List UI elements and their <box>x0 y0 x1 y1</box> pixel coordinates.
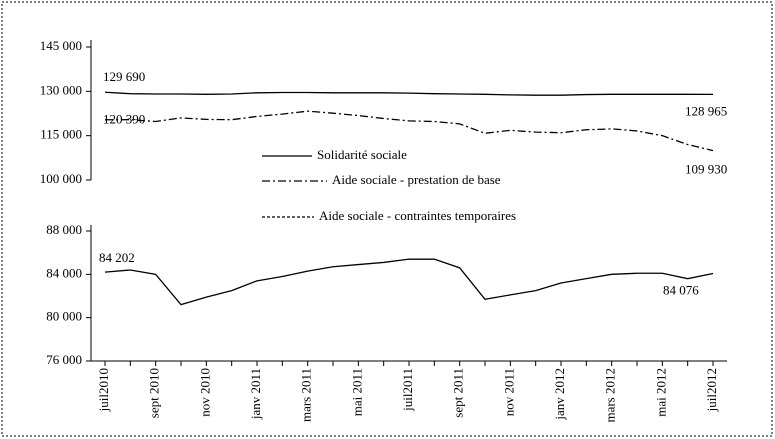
value-label: 129 690 <box>103 69 145 84</box>
value-label: 109 930 <box>685 162 727 177</box>
x-tick-label: juil2011 <box>400 368 415 412</box>
y-tick-label: 88 000 <box>46 222 82 237</box>
x-tick-label: sept 2011 <box>451 368 466 418</box>
x-tick-label: mai 2011 <box>349 368 364 416</box>
y-tick-label: 100 000 <box>40 171 82 186</box>
legend-label: Solidarité sociale <box>317 147 407 162</box>
x-tick-label: janv 2012 <box>552 368 567 421</box>
x-tick-label: juil2012 <box>704 368 719 412</box>
x-tick-label: mars 2012 <box>603 368 618 423</box>
series-line <box>104 110 714 152</box>
y-tick-label: 84 000 <box>46 265 82 280</box>
y-tick-label: 130 000 <box>40 82 82 97</box>
series-line <box>104 258 714 306</box>
value-label: 120 390 <box>103 112 145 127</box>
x-tick-label: juil2010 <box>96 368 111 412</box>
x-tick-label: sept 2010 <box>147 368 162 418</box>
x-tick-label: nov 2011 <box>501 368 516 416</box>
legend-label: Aide sociale - prestation de base <box>332 172 501 187</box>
series-line <box>104 91 714 96</box>
x-tick-label: janv 2011 <box>248 368 263 420</box>
x-tick-label: mars 2011 <box>299 368 314 422</box>
legend-label: Aide sociale - contraintes temporaires <box>319 208 516 223</box>
value-label: 84 076 <box>663 282 699 297</box>
value-label: 84 202 <box>99 250 135 265</box>
y-tick-label: 145 000 <box>40 38 82 53</box>
x-tick-label: nov 2010 <box>197 368 212 417</box>
x-tick-label: mai 2012 <box>653 368 668 417</box>
y-tick-label: 80 000 <box>46 309 82 324</box>
value-label: 128 965 <box>685 103 727 118</box>
y-tick-label: 115 000 <box>40 127 82 142</box>
y-tick-label: 76 000 <box>46 352 82 367</box>
